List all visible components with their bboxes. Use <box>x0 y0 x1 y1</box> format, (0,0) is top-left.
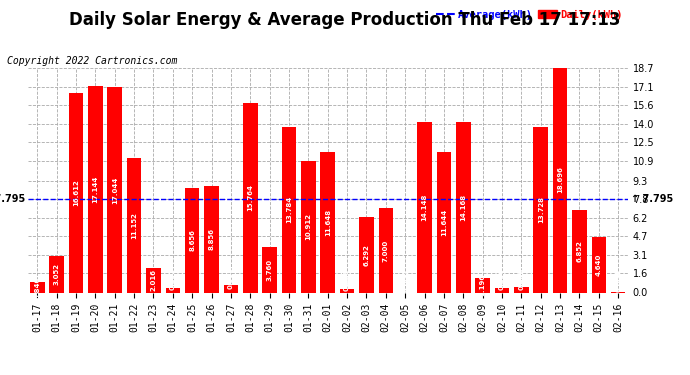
Bar <box>69 93 83 292</box>
Bar <box>224 285 238 292</box>
Bar <box>514 287 529 292</box>
Bar <box>127 158 141 292</box>
Text: 0.356: 0.356 <box>499 268 505 290</box>
Text: 0.000: 0.000 <box>402 270 408 292</box>
Text: 18.696: 18.696 <box>557 166 563 194</box>
Bar <box>456 122 471 292</box>
Text: 11.644: 11.644 <box>441 209 447 236</box>
Bar <box>282 127 296 292</box>
Text: 16.612: 16.612 <box>73 179 79 206</box>
Text: 8.656: 8.656 <box>189 230 195 251</box>
Bar <box>533 128 548 292</box>
Text: 13.784: 13.784 <box>286 196 292 223</box>
Bar <box>437 152 451 292</box>
Text: Daily Solar Energy & Average Production Thu Feb 17 17:13: Daily Solar Energy & Average Production … <box>69 11 621 29</box>
Text: 0.840: 0.840 <box>34 276 40 298</box>
Bar <box>108 87 122 292</box>
Bar <box>166 288 180 292</box>
Text: 1.196: 1.196 <box>480 274 486 296</box>
Bar <box>243 103 257 292</box>
Bar <box>301 161 315 292</box>
Text: Copyright 2022 Cartronics.com: Copyright 2022 Cartronics.com <box>7 56 177 66</box>
Bar <box>553 68 567 292</box>
Text: 7.000: 7.000 <box>383 239 389 261</box>
Bar <box>417 122 432 292</box>
Text: 6.292: 6.292 <box>364 244 369 266</box>
Bar <box>50 256 64 292</box>
Bar <box>572 210 586 292</box>
Text: 3.052: 3.052 <box>54 263 59 285</box>
Bar <box>320 152 335 292</box>
Text: 15.764: 15.764 <box>247 184 253 211</box>
Bar <box>185 188 199 292</box>
Text: 17.144: 17.144 <box>92 176 99 203</box>
Text: ↑ 7.795: ↑ 7.795 <box>0 194 25 204</box>
Bar <box>379 208 393 292</box>
Text: 6.852: 6.852 <box>576 240 582 262</box>
Bar <box>475 278 490 292</box>
Text: ↑ 7.795: ↑ 7.795 <box>631 194 673 204</box>
Bar <box>495 288 509 292</box>
Bar <box>30 282 45 292</box>
Text: 0.352: 0.352 <box>170 268 176 290</box>
Text: 14.168: 14.168 <box>460 194 466 221</box>
Text: 14.148: 14.148 <box>422 194 428 221</box>
Bar <box>204 186 219 292</box>
Bar <box>88 86 103 292</box>
Text: 3.760: 3.760 <box>266 259 273 281</box>
Text: 17.044: 17.044 <box>112 176 118 204</box>
Text: 13.728: 13.728 <box>538 196 544 223</box>
Bar <box>359 217 374 292</box>
Text: 0.256: 0.256 <box>344 269 350 291</box>
Text: 8.856: 8.856 <box>208 228 215 250</box>
Text: 11.152: 11.152 <box>131 212 137 239</box>
Legend: Average(kWh), Daily(kWh): Average(kWh), Daily(kWh) <box>436 10 622 20</box>
Bar <box>262 247 277 292</box>
Text: 0.480: 0.480 <box>518 267 524 290</box>
Bar <box>591 237 606 292</box>
Text: 2.016: 2.016 <box>150 269 157 291</box>
Text: 0.588: 0.588 <box>228 267 234 289</box>
Text: 0.004: 0.004 <box>615 270 621 292</box>
Bar <box>146 268 161 292</box>
Bar <box>340 290 355 292</box>
Text: 4.640: 4.640 <box>596 254 602 276</box>
Text: 11.648: 11.648 <box>325 209 331 236</box>
Text: 10.912: 10.912 <box>306 213 311 240</box>
